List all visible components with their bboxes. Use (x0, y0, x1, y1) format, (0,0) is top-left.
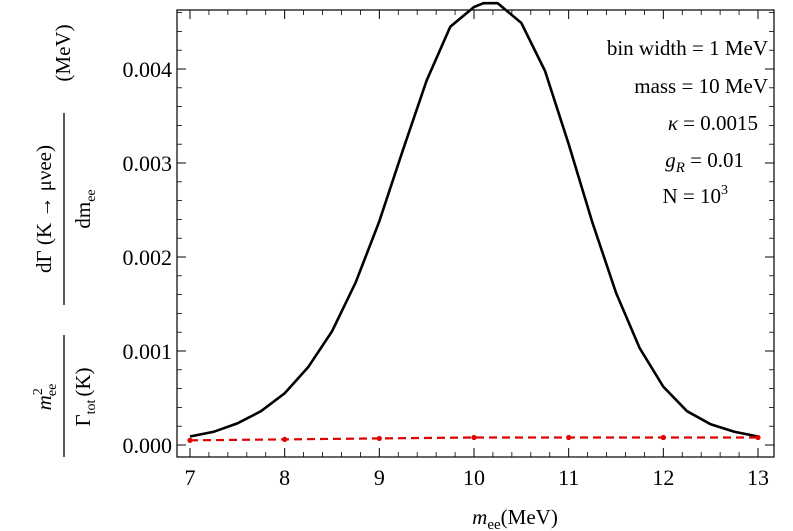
y-label-derivative-top: dΓ (K → μνee) (32, 145, 56, 273)
y-tick-label: 0.000 (123, 433, 173, 458)
y-label-derivative-bottom: dmee (71, 189, 99, 228)
y-tick-label: 0.002 (123, 245, 173, 270)
x-tick-label: 10 (463, 465, 485, 490)
x-tick-label: 7 (185, 465, 196, 490)
x-tick-label: 11 (558, 465, 579, 490)
series-marker (755, 434, 761, 441)
N-exponent: 3 (721, 183, 728, 198)
y-axis-label: m2ee Γtot(K) dΓ (K → μνee) dmee (MeV) (31, 24, 99, 457)
N-text: N = 10 (662, 184, 721, 208)
kappa-value: = 0.0015 (678, 111, 758, 135)
y-label-K: (K) (71, 367, 95, 396)
y-label-numerator: m2ee (31, 384, 60, 411)
gR-symbol: g (665, 148, 676, 172)
y-label-sub: ee (45, 384, 60, 396)
annotation-gR: gR = 0.01 (665, 148, 744, 176)
annotation-mass: mass = 10 MeV (634, 74, 768, 98)
annotation-kappa: κ = 0.0015 (668, 111, 758, 135)
x-tick-label: 9 (374, 465, 385, 490)
y-tick-label: 0.001 (123, 339, 173, 364)
annotation-block: bin width = 1 MeV mass = 10 MeV κ = 0.00… (607, 36, 768, 208)
series-marker (471, 434, 477, 441)
annotation-N: N = 103 (662, 183, 728, 208)
y-tick-label: 0.004 (123, 57, 173, 82)
gR-subscript: R (675, 160, 685, 176)
x-axis-label-main: m (472, 505, 487, 529)
gR-value: = 0.01 (685, 148, 744, 172)
y-label-dm: dm (71, 202, 95, 229)
y-label-unit: (MeV) (51, 24, 75, 81)
x-axis-label-sub: ee (487, 517, 501, 531)
y-tick-labels: 0.000 0.001 0.002 0.003 0.004 (123, 57, 173, 458)
x-tick-label: 12 (652, 465, 674, 490)
series-line-solid (189, 1, 759, 438)
series-markers (187, 434, 761, 443)
y-tick-label: 0.003 (123, 151, 173, 176)
x-axis-label: mee(MeV) (472, 505, 558, 531)
x-tick-label: 8 (279, 465, 290, 490)
plot-frame (176, 9, 775, 458)
y-label-sup: 2 (31, 388, 46, 395)
x-tick-labels: 7 8 9 10 11 12 13 (185, 465, 770, 490)
y-label-denominator: Γtot (K) (71, 367, 99, 426)
axis-ticks (177, 10, 774, 457)
series-marker (660, 434, 666, 441)
series-marker (187, 437, 193, 443)
y-label-gamma: Γ (71, 414, 95, 426)
series-marker (376, 435, 382, 442)
series-marker (566, 434, 572, 441)
x-axis-label-unit: (MeV) (501, 505, 558, 529)
y-label-dm-sub: ee (84, 189, 99, 201)
y-label-m: m (32, 395, 56, 410)
annotation-bin-width: bin width = 1 MeV (607, 36, 768, 60)
y-label-tot: tot (84, 400, 99, 415)
kappa-symbol: κ (668, 111, 679, 135)
series-marker (282, 436, 288, 442)
x-tick-label: 13 (747, 465, 769, 490)
